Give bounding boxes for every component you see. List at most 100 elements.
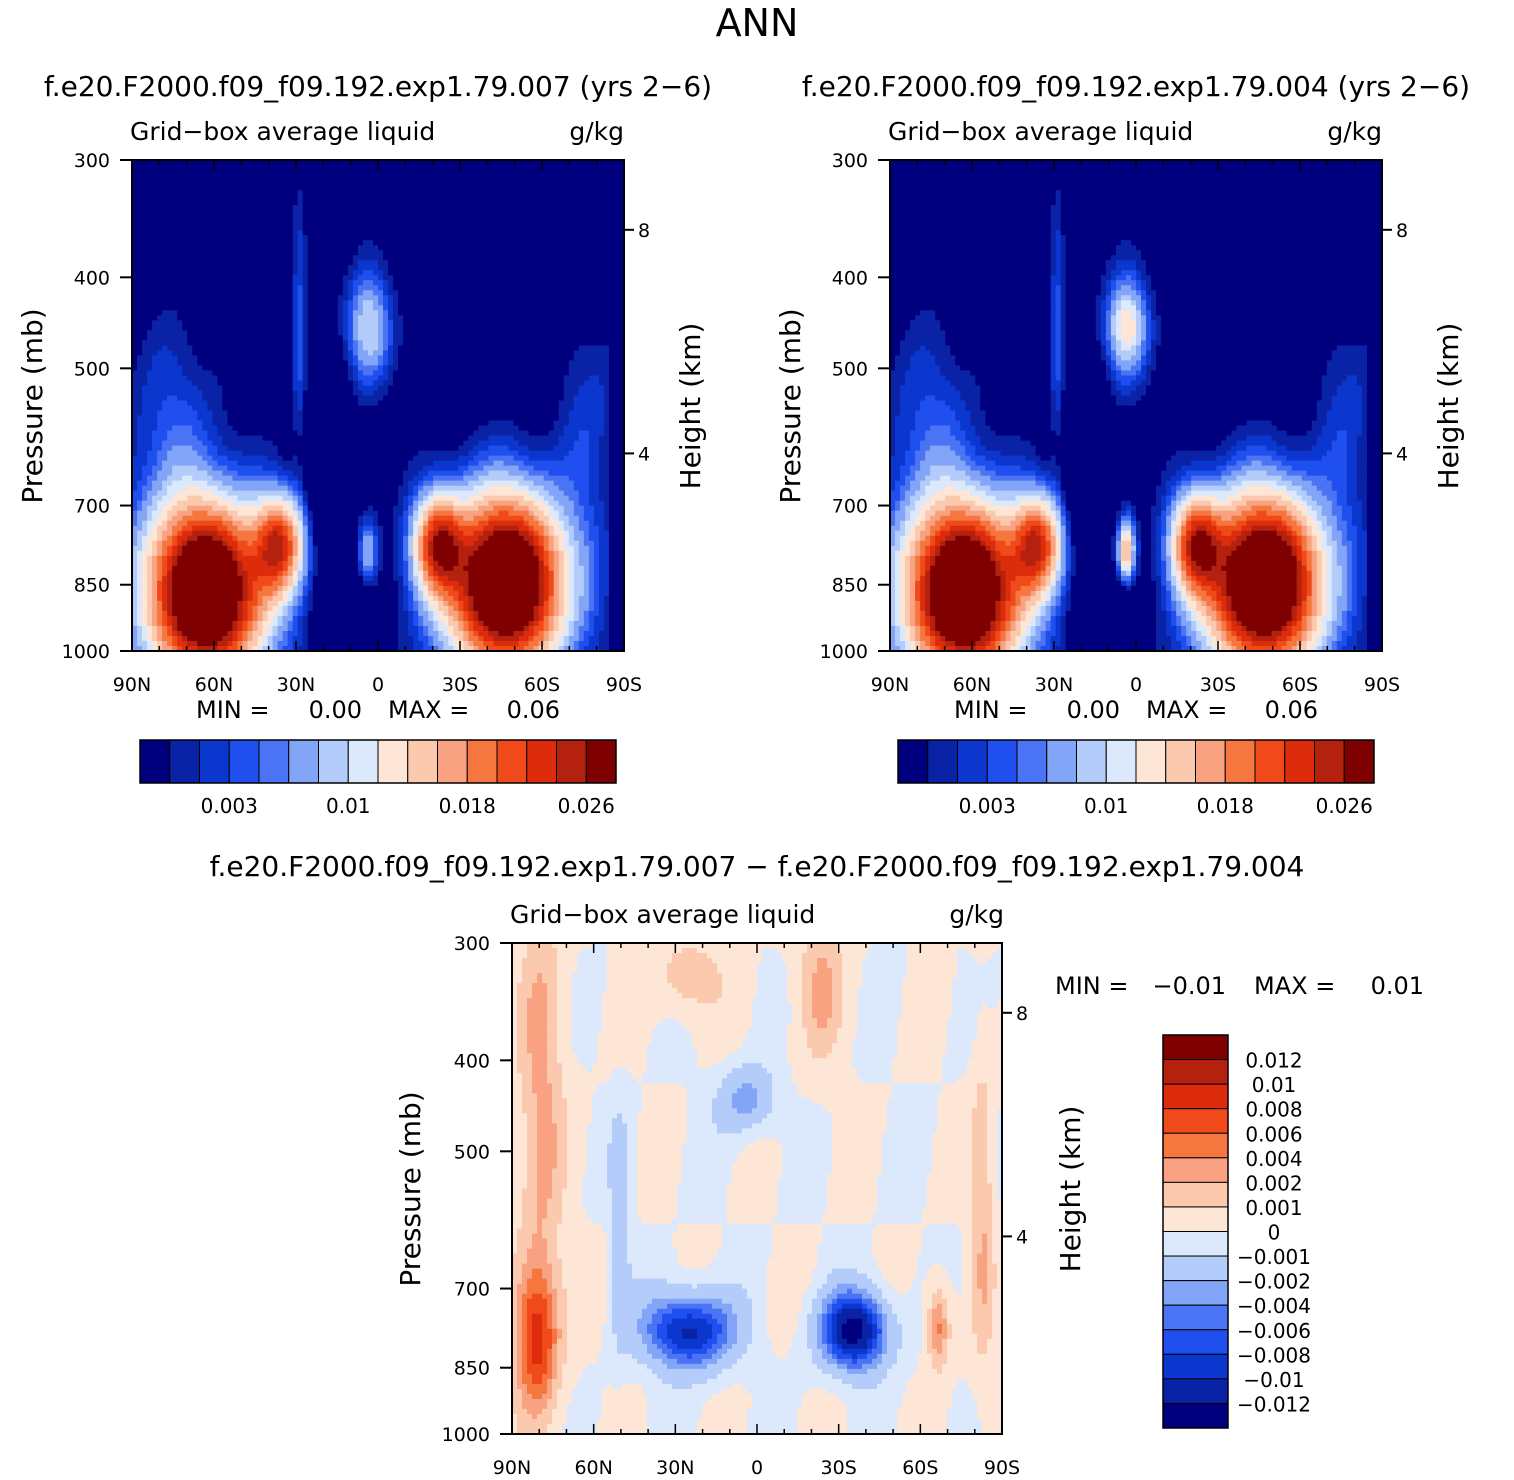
contour-cell: [147, 235, 153, 241]
contour-cell: [367, 210, 374, 216]
contour-cell: [458, 265, 464, 271]
contour-cell: [367, 185, 374, 191]
contour-cell: [613, 230, 620, 236]
contour-cell: [433, 345, 439, 351]
contour-cell: [212, 325, 218, 331]
contour-cell: [227, 245, 234, 251]
contour-cell: [418, 410, 424, 417]
contour-cell: [157, 325, 163, 331]
contour-cell: [433, 365, 439, 372]
contour-cell: [433, 400, 439, 407]
contour-cell: [503, 365, 510, 372]
contour-cell: [292, 295, 299, 301]
contour-cell: [378, 335, 384, 341]
contour-cell: [297, 175, 304, 181]
contour-cell: [378, 280, 384, 286]
contour-cell: [483, 350, 490, 356]
contour-cell: [463, 195, 469, 201]
contour-cell: [583, 160, 590, 166]
contour-cell: [528, 230, 535, 236]
contour-cell: [367, 265, 374, 271]
contour-cell: [272, 385, 279, 392]
contour-cell: [222, 225, 228, 231]
contour-cell: [147, 250, 153, 256]
contour-cell: [257, 240, 264, 246]
contour-cell: [553, 210, 560, 216]
contour-cell: [167, 225, 173, 231]
contour-cell: [443, 275, 449, 281]
contour-cell: [543, 260, 550, 266]
contour-cell: [262, 205, 269, 211]
contour-cell: [488, 265, 495, 271]
contour-cell: [393, 175, 399, 181]
contour-cell: [608, 185, 615, 191]
contour-cell: [568, 270, 575, 276]
contour-cell: [232, 250, 239, 256]
contour-cell: [398, 290, 404, 296]
contour-cell: [317, 235, 324, 241]
contour-cell: [608, 210, 615, 216]
contour-cell: [448, 205, 454, 211]
contour-cell: [413, 185, 419, 191]
contour-cell: [157, 330, 163, 336]
contour-cell: [272, 285, 279, 291]
contour-cell: [588, 185, 595, 191]
contour-cell: [383, 240, 389, 246]
contour-cell: [403, 170, 409, 176]
contour-cell: [257, 405, 264, 412]
contour-cell: [553, 180, 560, 186]
contour-cell: [217, 390, 223, 397]
contour-cell: [598, 200, 605, 206]
contour-cell: [583, 175, 590, 181]
contour-cell: [167, 265, 173, 271]
contour-cell: [403, 200, 409, 206]
contour-cell: [257, 265, 264, 271]
contour-cell: [443, 285, 449, 291]
contour-cell: [212, 180, 218, 186]
contour-cell: [257, 160, 264, 166]
contour-cell: [568, 200, 575, 206]
contour-cell: [393, 330, 399, 336]
contour-cell: [388, 395, 394, 402]
contour-cell: [568, 265, 575, 271]
contour-cell: [232, 280, 239, 286]
contour-cell: [372, 215, 379, 221]
contour-cell: [403, 220, 409, 226]
contour-cell: [388, 175, 394, 181]
contour-cell: [433, 350, 439, 356]
contour-cell: [403, 355, 409, 362]
contour-cell: [423, 405, 429, 412]
contour-cell: [398, 210, 404, 216]
contour-cell: [393, 405, 399, 412]
contour-cell: [523, 385, 530, 392]
contour-cell: [478, 190, 485, 196]
contour-cell: [403, 305, 409, 311]
contour-cell: [543, 270, 550, 276]
contour-cell: [428, 300, 434, 306]
contour-cell: [162, 165, 168, 171]
contour-cell: [142, 310, 148, 316]
contour-cell: [513, 410, 520, 417]
contour-cell: [242, 310, 249, 316]
contour-cell: [418, 175, 424, 181]
contour-cell: [428, 410, 434, 417]
contour-cell: [408, 280, 414, 286]
contour-cell: [463, 200, 469, 206]
contour-cell: [468, 210, 474, 216]
contour-cell: [167, 180, 173, 186]
contour-cell: [312, 250, 319, 256]
contour-cell: [578, 275, 585, 281]
contour-cell: [357, 255, 364, 261]
contour-cell: [583, 410, 590, 417]
contour-cell: [378, 375, 384, 382]
contour-cell: [398, 280, 404, 286]
contour-cell: [468, 325, 474, 331]
contour-cell: [488, 365, 495, 372]
contour-cell: [463, 360, 469, 367]
contour-cell: [292, 405, 299, 412]
contour-cell: [142, 165, 148, 171]
contour-cell: [523, 315, 530, 321]
contour-cell: [393, 295, 399, 301]
contour-cell: [563, 300, 570, 306]
contour-cell: [468, 180, 474, 186]
